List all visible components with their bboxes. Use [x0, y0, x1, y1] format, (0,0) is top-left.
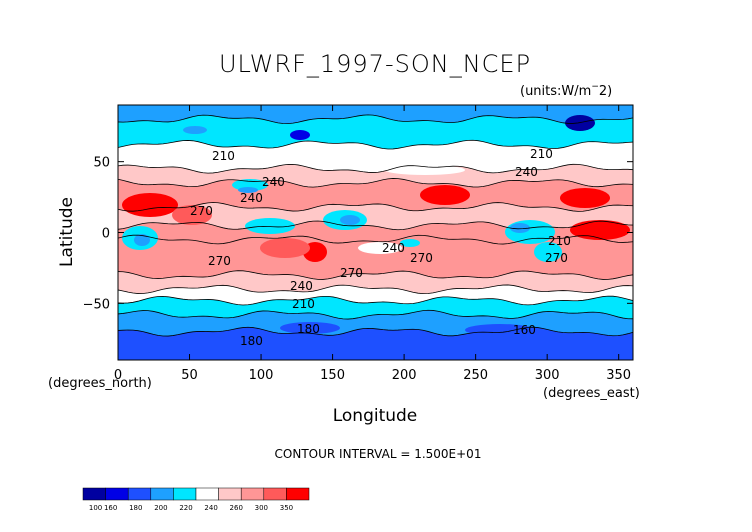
colorbar-tick-label: 200 [154, 504, 167, 512]
colorbar-tick-label: 240 [204, 504, 217, 512]
colorbar-tick-label: 350 [280, 504, 293, 512]
contour-label: 180 [240, 334, 263, 348]
latitude-band [118, 327, 633, 360]
contour-line [118, 202, 633, 212]
colorbar-swatch [263, 487, 287, 501]
colorbar-swatch [127, 487, 152, 501]
contour-label: 210 [530, 147, 553, 161]
contour-line [118, 234, 633, 245]
contour-line [118, 163, 633, 174]
colorbar-tick-label: 300 [255, 504, 268, 512]
contour-label: 270 [340, 266, 363, 280]
contour-label: 270 [190, 204, 213, 218]
x-unit-label: (degrees_east) [543, 386, 640, 401]
contour-label: 180 [297, 322, 320, 336]
latitude-band [118, 270, 633, 294]
contour-line [118, 114, 633, 125]
colorbar-swatch [286, 487, 310, 501]
contour-line [118, 270, 633, 280]
units-label: (units:W/m−2) [520, 82, 612, 99]
contour-label: 270 [208, 254, 231, 268]
colorbar-swatch [150, 487, 174, 501]
chart-title: ULWRF_1997-SON_NCEP [219, 50, 531, 78]
contour-line [118, 220, 633, 231]
x-axis: 0 50 100 150 200 250 300 350 [114, 105, 631, 383]
contour-label: 240 [515, 165, 538, 179]
x-tick-label: 100 [249, 368, 274, 383]
colorbar-swatch [105, 487, 129, 501]
colorbar-swatch [195, 487, 219, 501]
x-tick-label: 0 [114, 368, 122, 383]
colorbar-swatch [173, 487, 197, 501]
x-tick-label: 350 [606, 368, 631, 383]
contour-interval-note: CONTOUR INTERVAL = 1.500E+01 [275, 447, 482, 461]
contour-label: 240 [382, 241, 405, 255]
latitude-band [118, 235, 633, 280]
contour-label: 210 [292, 297, 315, 311]
x-tick-label: 200 [392, 368, 417, 383]
colorbar: 100 160 180 200 220 240 260 300 350 [82, 487, 310, 512]
y-axis: 50 0 −50 [83, 156, 633, 312]
latitude-band [118, 140, 633, 174]
colorbar-swatch [218, 487, 242, 501]
x-tick-label: 150 [320, 368, 345, 383]
contour-line [118, 139, 633, 150]
x-tick-label: 50 [181, 368, 198, 383]
colorbar-tick-label: 180 [129, 504, 142, 512]
y-tick-label: 0 [102, 227, 110, 242]
contour-label: 240 [290, 279, 313, 293]
y-tick-label: 50 [93, 156, 110, 171]
latitude-band [118, 202, 633, 230]
latitude-band [118, 105, 633, 124]
y-unit-label: (degrees_north) [48, 376, 152, 391]
contour-line [118, 295, 633, 306]
contour-label: 210 [212, 149, 235, 163]
contour-label: 210 [548, 234, 571, 248]
latitude-band [118, 296, 633, 320]
contour-label: 240 [240, 191, 263, 205]
contour-label: 270 [545, 251, 568, 265]
y-tick-label: −50 [83, 297, 110, 312]
latitude-band [118, 164, 633, 188]
latitude-band [118, 114, 633, 150]
contour-line [118, 326, 633, 337]
heatmap-field [118, 105, 633, 360]
contour-label: 240 [262, 175, 285, 189]
contour-label: 160 [513, 323, 536, 337]
contour-line [118, 309, 633, 320]
y-axis-label: Latitude [57, 197, 77, 267]
colorbar-tick-label: 160 [104, 504, 117, 512]
x-axis-label: Longitude [333, 406, 418, 426]
colorbar-tick-label: 100 [89, 504, 102, 512]
contour-label: 270 [410, 251, 433, 265]
contour-line [118, 178, 633, 188]
contour-line [118, 284, 633, 295]
colorbar-tick-label: 260 [230, 504, 243, 512]
x-tick-label: 300 [535, 368, 560, 383]
colorbar-swatch [240, 487, 265, 501]
x-tick-label: 250 [463, 368, 488, 383]
colorbar-swatch [82, 487, 106, 501]
colorbar-tick-label: 220 [179, 504, 192, 512]
